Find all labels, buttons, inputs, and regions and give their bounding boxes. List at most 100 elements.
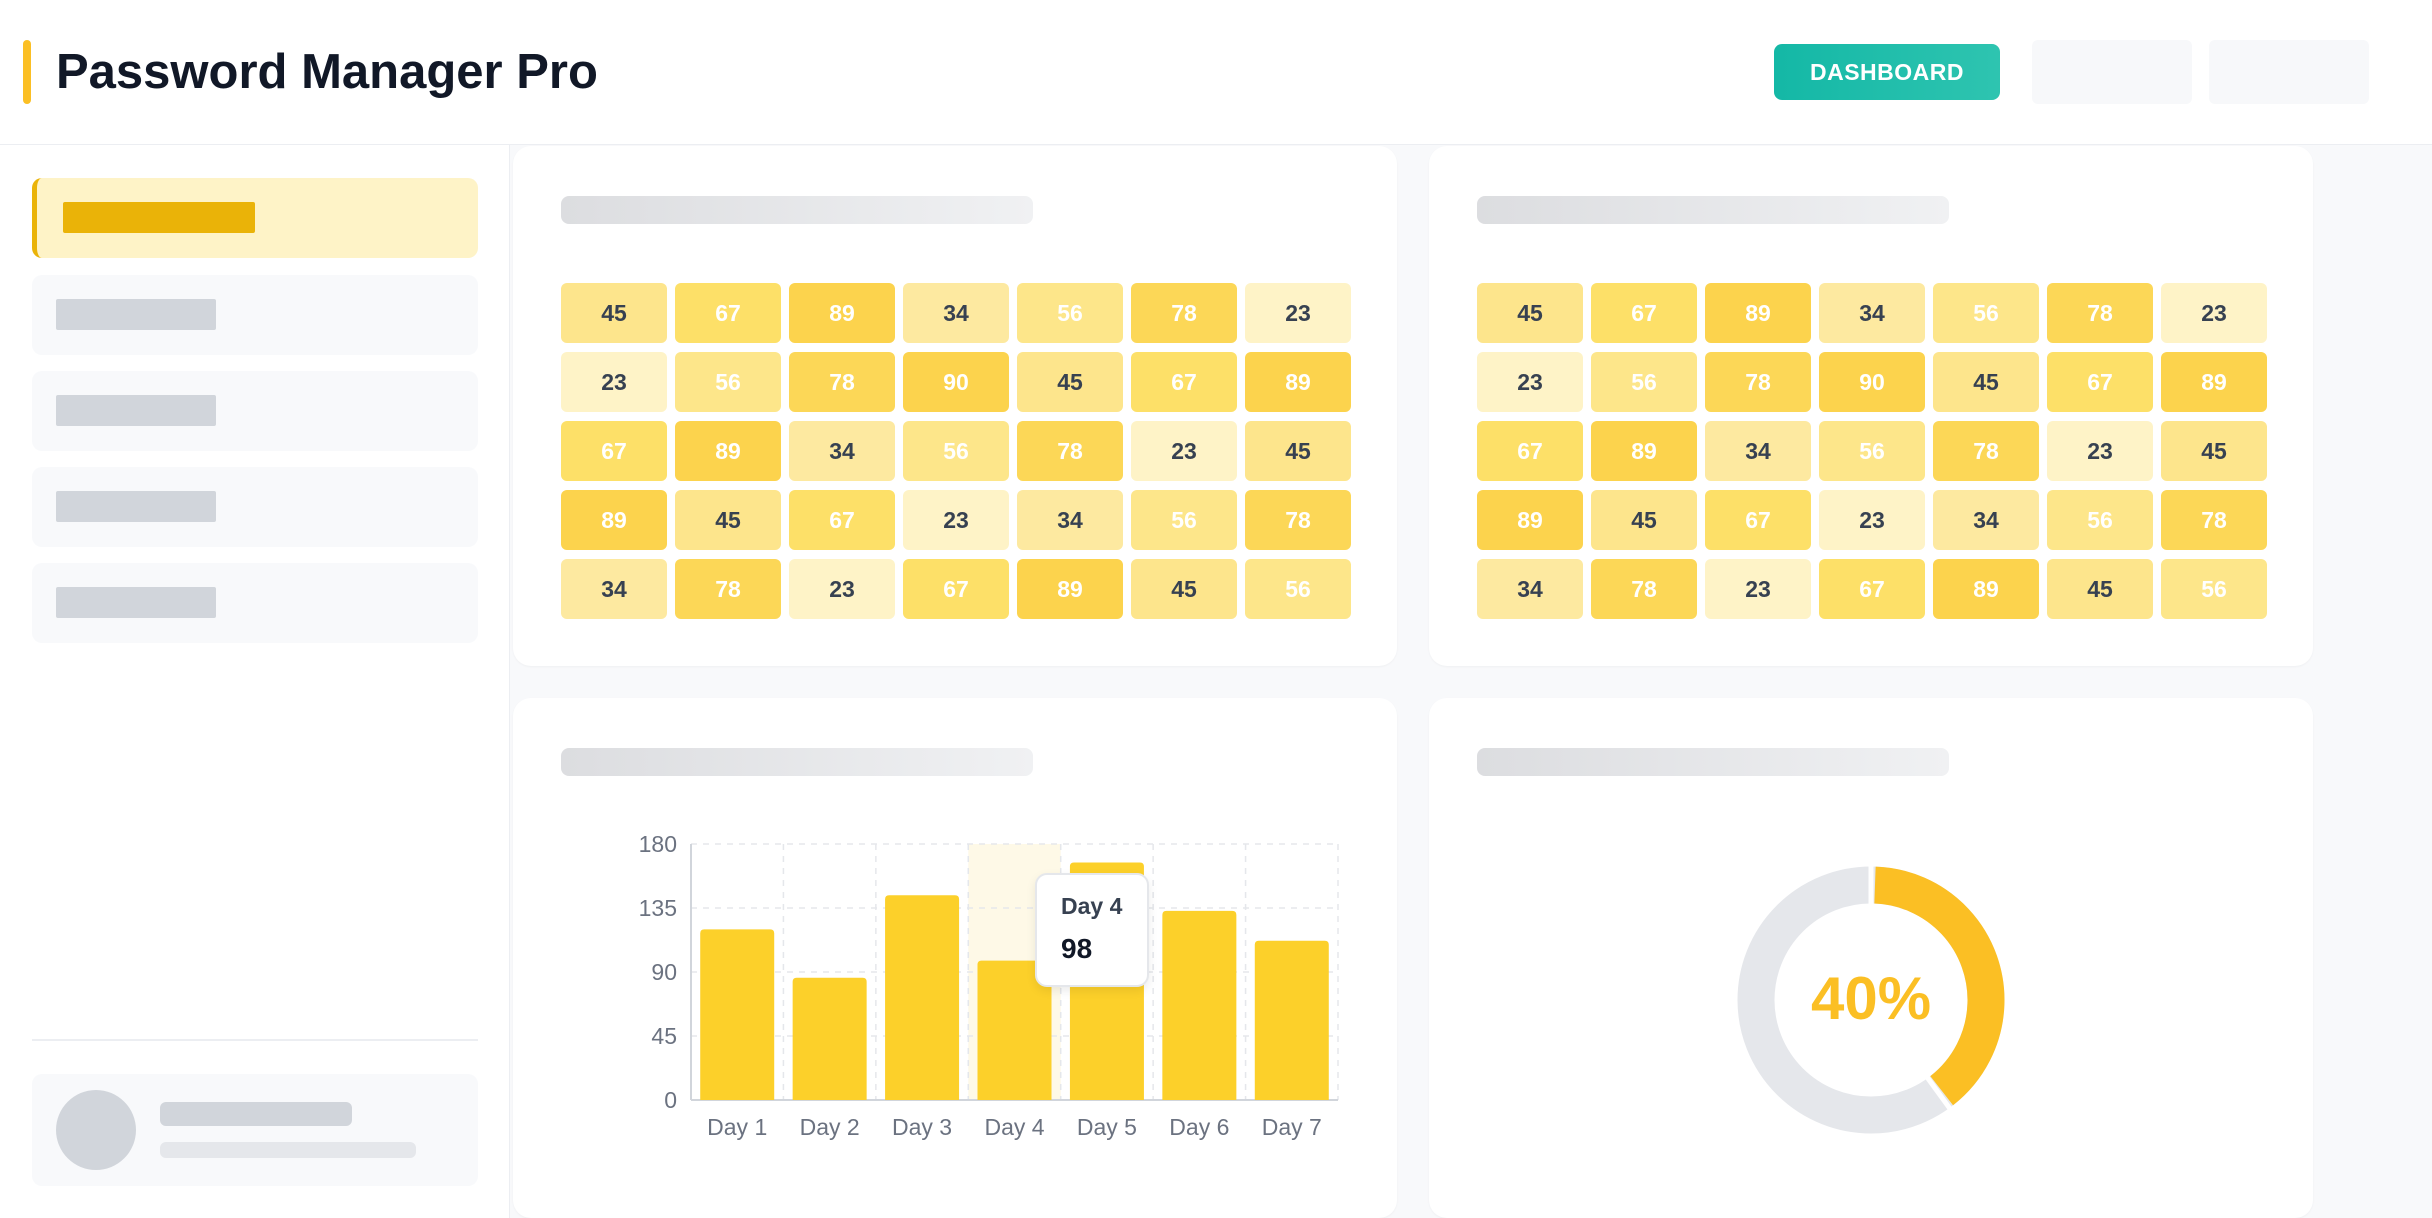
tooltip-value: 98: [1061, 933, 1093, 964]
sidebar-item[interactable]: [32, 563, 478, 643]
heatmap-cell: 45: [1245, 421, 1351, 481]
user-email-placeholder: [160, 1142, 416, 1158]
heatmap-cell: 45: [561, 283, 667, 343]
heatmap-cell: 78: [789, 352, 895, 412]
bar-chart-card: 0 45 90 135 180 Day 1 Day 2 Day 3 Day 4 Day 5 Day …: [513, 698, 1397, 1218]
sidebar-item-label-placeholder: [63, 202, 255, 233]
heatmap-cell: 78: [1131, 283, 1237, 343]
heatmap-cell: 67: [903, 559, 1009, 619]
heatmap-cell: 56: [2047, 490, 2153, 550]
progress-donut-card: 40%: [1429, 698, 2313, 1218]
heatmap-cell: 67: [1477, 421, 1583, 481]
heatmap-cell: 67: [675, 283, 781, 343]
app-title: Password Manager Pro: [56, 45, 598, 99]
heatmap-cell: 89: [1017, 559, 1123, 619]
heatmap-cell: 34: [789, 421, 895, 481]
bar-day-2: [792, 977, 867, 1100]
heatmap-cell: 45: [1591, 490, 1697, 550]
heatmap-cell: 78: [1933, 421, 2039, 481]
y-tick-label: 0: [664, 1087, 677, 1113]
heatmap-cell: 56: [1245, 559, 1351, 619]
heatmap-card-1: 45 67 89 34 56 78 23 23 56 78 90 45 67 89 67 89 34 56 78 23…: [513, 146, 1397, 666]
heatmap-cell: 56: [675, 352, 781, 412]
heatmap-cell: 56: [1933, 283, 2039, 343]
heatmap-cell: 56: [1591, 352, 1697, 412]
heatmap-cell: 78: [1591, 559, 1697, 619]
heatmap-cell: 23: [1477, 352, 1583, 412]
x-tick-label: Day 2: [800, 1114, 860, 1140]
chart-tooltip: Day 4 98: [1035, 873, 1149, 987]
header-placeholder-button-2[interactable]: [2209, 40, 2369, 104]
heatmap-cell: 34: [1017, 490, 1123, 550]
heatmap-cell: 23: [1705, 559, 1811, 619]
sidebar-item[interactable]: [32, 467, 478, 547]
progress-percentage: 40%: [1810, 965, 1932, 1032]
heatmap-cell: 78: [2161, 490, 2267, 550]
sidebar: [0, 145, 510, 1218]
heatmap-cell: 67: [561, 421, 667, 481]
heatmap-grid: 45 67 89 34 56 78 23 23 56 78 90 45 67 89 67 89 34 56 78 23…: [1477, 283, 2267, 619]
heatmap-cell: 89: [561, 490, 667, 550]
heatmap-cell: 45: [2047, 559, 2153, 619]
heatmap-cell: 23: [903, 490, 1009, 550]
card-title-placeholder: [1477, 748, 1949, 776]
x-tick-label: Day 5: [1077, 1114, 1137, 1140]
bar-day-4: [977, 960, 1052, 1100]
card-title-placeholder: [1477, 196, 1949, 224]
sidebar-item[interactable]: [32, 371, 478, 451]
card-title-placeholder: [561, 196, 1033, 224]
heatmap-cell: 34: [903, 283, 1009, 343]
heatmap-cell: 67: [789, 490, 895, 550]
tooltip-label: Day 4: [1061, 893, 1123, 919]
heatmap-cell: 90: [1819, 352, 1925, 412]
heatmap-cell: 89: [1591, 421, 1697, 481]
title-accent-bar: [23, 40, 31, 104]
heatmap-cell: 89: [675, 421, 781, 481]
sidebar-divider: [32, 1039, 478, 1041]
heatmap-cell: 56: [1017, 283, 1123, 343]
heatmap-cell: 34: [1819, 283, 1925, 343]
heatmap-cell: 34: [561, 559, 667, 619]
dashboard-button[interactable]: DASHBOARD: [1774, 44, 2000, 100]
x-tick-label: Day 1: [707, 1114, 767, 1140]
heatmap-cell: 89: [1705, 283, 1811, 343]
heatmap-cell: 89: [1245, 352, 1351, 412]
sidebar-item[interactable]: [32, 275, 478, 355]
heatmap-cell: 89: [1477, 490, 1583, 550]
heatmap-cell: 45: [675, 490, 781, 550]
heatmap-cell: 34: [1477, 559, 1583, 619]
bar-chart: 0 45 90 135 180 Day 1 Day 2 Day 3 Day 4 Day 5 Day …: [639, 831, 1339, 1140]
heatmap-cell: 23: [2047, 421, 2153, 481]
x-tick-label: Day 7: [1262, 1114, 1322, 1140]
sidebar-item-label-placeholder: [56, 491, 216, 522]
heatmap-cell: 34: [1705, 421, 1811, 481]
sidebar-item-label-placeholder: [56, 395, 216, 426]
bar-day-6: [1162, 910, 1237, 1100]
heatmap-cell: 67: [1131, 352, 1237, 412]
heatmap-cell: 56: [1131, 490, 1237, 550]
user-name-placeholder: [160, 1102, 352, 1126]
user-profile-card[interactable]: [32, 1074, 478, 1186]
sidebar-item-label-placeholder: [56, 587, 216, 618]
bar-day-7: [1254, 940, 1329, 1100]
avatar: [56, 1090, 136, 1170]
card-title-placeholder: [561, 748, 1033, 776]
heatmap-cell: 89: [789, 283, 895, 343]
sidebar-item-active[interactable]: [32, 178, 478, 258]
y-tick-label: 135: [639, 895, 677, 921]
heatmap-cell: 89: [1933, 559, 2039, 619]
heatmap-cell: 23: [1131, 421, 1237, 481]
y-tick-label: 90: [651, 959, 677, 985]
heatmap-cell: 67: [1819, 559, 1925, 619]
heatmap-cell: 45: [1017, 352, 1123, 412]
heatmap-cell: 23: [561, 352, 667, 412]
header-placeholder-button-1[interactable]: [2032, 40, 2192, 104]
sidebar-item-label-placeholder: [56, 299, 216, 330]
heatmap-cell: 78: [1705, 352, 1811, 412]
heatmap-grid: 45 67 89 34 56 78 23 23 56 78 90 45 67 89 67 89 34 56 78 23…: [561, 283, 1351, 619]
x-tick-label: Day 6: [1169, 1114, 1229, 1140]
heatmap-cell: 78: [1245, 490, 1351, 550]
x-tick-label: Day 4: [984, 1114, 1044, 1140]
heatmap-cell: 56: [903, 421, 1009, 481]
y-tick-label: 45: [651, 1023, 677, 1049]
